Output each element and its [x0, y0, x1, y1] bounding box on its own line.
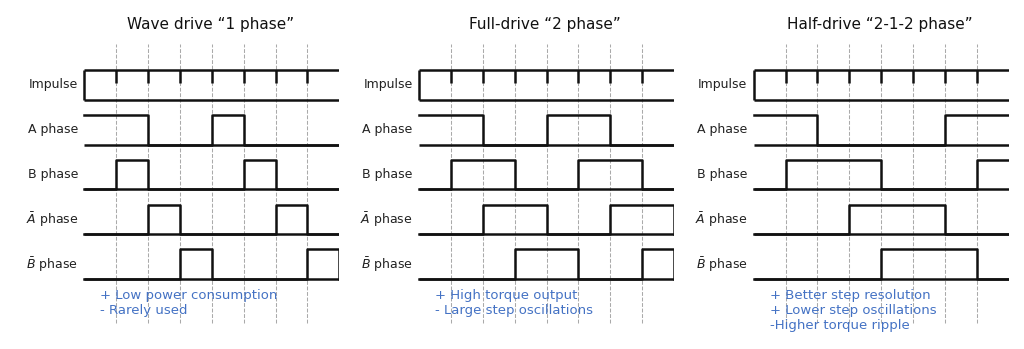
Text: A phase: A phase: [28, 123, 78, 136]
Text: Impulse: Impulse: [364, 79, 413, 91]
Text: + Low power consumption: + Low power consumption: [100, 289, 278, 302]
Title: Full-drive “2 phase”: Full-drive “2 phase”: [469, 17, 622, 32]
Text: - Large step oscillations: - Large step oscillations: [435, 304, 593, 317]
Text: $\bar{B}$ phase: $\bar{B}$ phase: [27, 255, 78, 274]
Text: A phase: A phase: [697, 123, 748, 136]
Text: $\bar{B}$ phase: $\bar{B}$ phase: [361, 255, 413, 274]
Title: Half-drive “2-1-2 phase”: Half-drive “2-1-2 phase”: [787, 17, 973, 32]
Text: B phase: B phase: [362, 168, 413, 181]
Title: Wave drive “1 phase”: Wave drive “1 phase”: [127, 17, 294, 32]
Text: Impulse: Impulse: [29, 79, 78, 91]
Text: + Better step resolution: + Better step resolution: [770, 289, 931, 302]
Text: + High torque output: + High torque output: [435, 289, 578, 302]
Text: B phase: B phase: [697, 168, 748, 181]
Text: - Rarely used: - Rarely used: [100, 304, 187, 317]
Text: Impulse: Impulse: [698, 79, 748, 91]
Text: A phase: A phase: [362, 123, 413, 136]
Text: $\bar{B}$ phase: $\bar{B}$ phase: [695, 255, 748, 274]
Text: -Higher torque ripple: -Higher torque ripple: [770, 319, 909, 332]
Text: $\bar{A}$ phase: $\bar{A}$ phase: [26, 210, 78, 229]
Text: $\bar{A}$ phase: $\bar{A}$ phase: [360, 210, 413, 229]
Text: B phase: B phase: [28, 168, 78, 181]
Text: + Lower step oscillations: + Lower step oscillations: [770, 304, 936, 317]
Text: $\bar{A}$ phase: $\bar{A}$ phase: [695, 210, 748, 229]
